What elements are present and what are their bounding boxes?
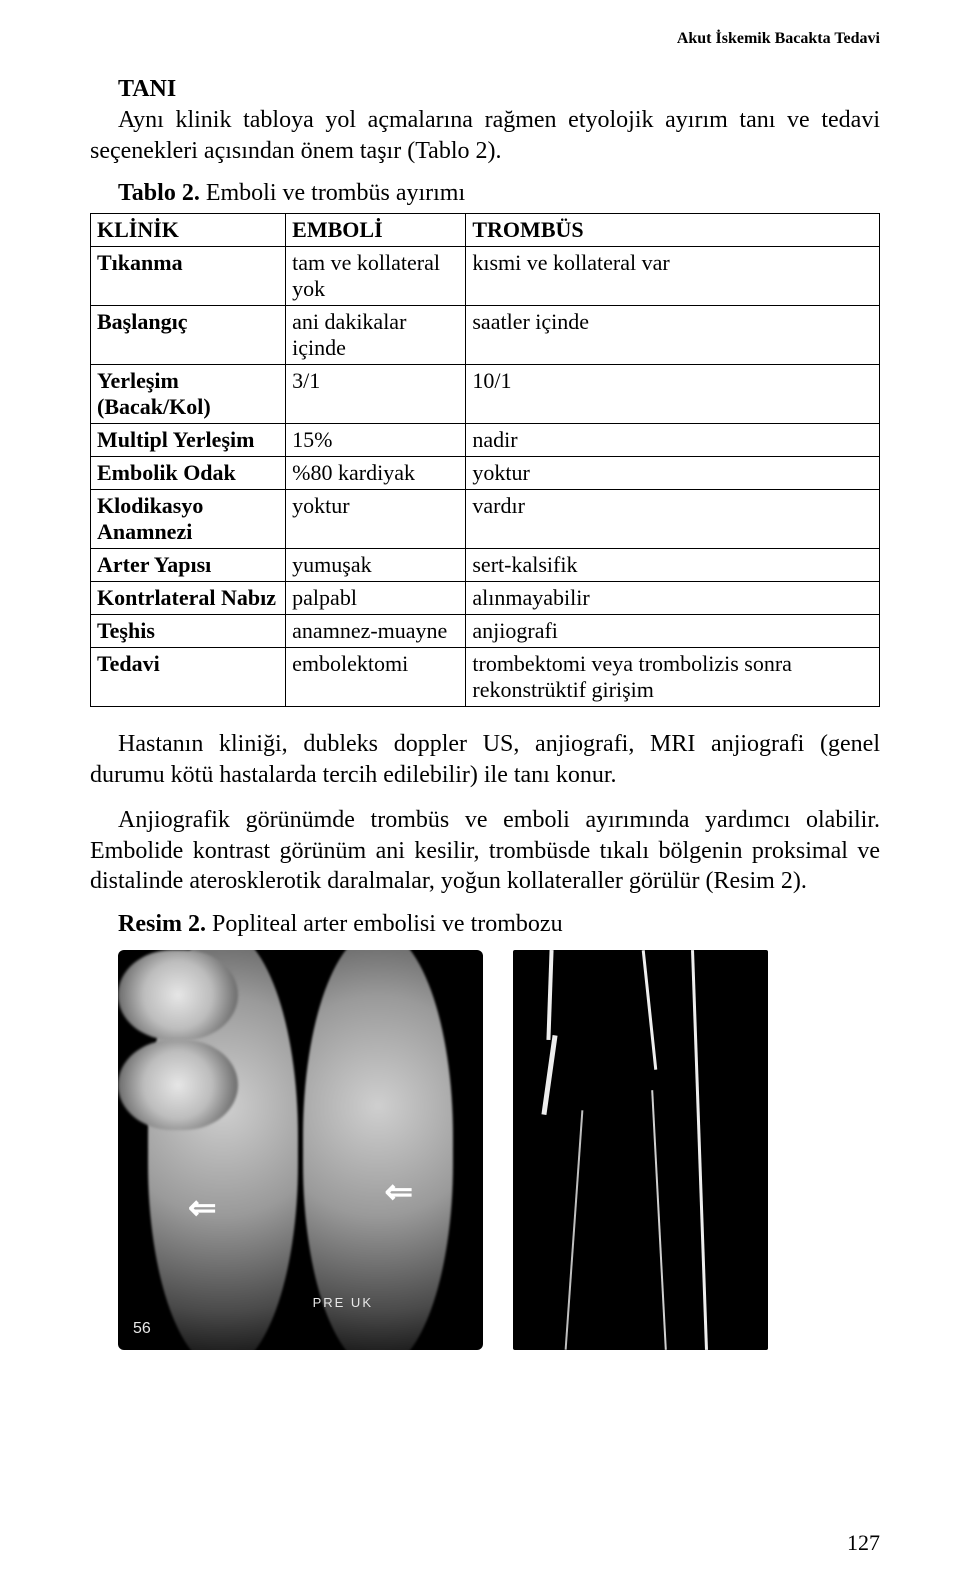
table-row: Embolik Odak %80 kardiyak yoktur [91,457,880,490]
intro-text: Aynı klinik tabloya yol açmalarına rağme… [90,107,880,164]
cell: anamnez-muayne [286,615,466,648]
cell: Tıkanma [91,247,286,306]
vessel-shape-icon [565,1110,584,1350]
cell: Klodikasyo Anamnezi [91,490,286,549]
th-emboli: EMBOLİ [286,214,466,247]
cell: ani dakikalar içinde [286,306,466,365]
cell: %80 kardiyak [286,457,466,490]
knee-shape-icon [118,1040,238,1130]
body-paragraph-1: Hastanın kliniği, dubleks doppler US, an… [90,729,880,790]
intro-paragraph: Aynı klinik tabloya yol açmalarına rağme… [90,105,880,166]
table-row: Arter Yapısı yumuşak sert-kalsifik [91,549,880,582]
cell: yumuşak [286,549,466,582]
cell: 10/1 [466,365,880,424]
table-caption-text: Emboli ve trombüs ayırımı [206,180,465,206]
table-row: Tedavi embolektomi trombektomi veya trom… [91,648,880,707]
figure-row: ⇐ ⇐ PRE UK 56 [118,950,880,1350]
vessel-shape-icon [642,950,658,1070]
th-trombus: TROMBÜS [466,214,880,247]
cell: nadir [466,424,880,457]
cell: tam ve kollateral yok [286,247,466,306]
cell: Tedavi [91,648,286,707]
table-header-row: KLİNİK EMBOLİ TROMBÜS [91,214,880,247]
table-row: Başlangıç ani dakikalar içinde saatler i… [91,306,880,365]
cell: Embolik Odak [91,457,286,490]
page: Akut İskemik Bacakta Tedavi TANI Aynı kl… [0,0,960,1574]
figure-caption-text: Popliteal arter embolisi ve trombozu [212,911,563,937]
vessel-shape-icon [541,1035,557,1115]
table-row: Kontrlateral Nabız palpabl alınmayabilir [91,582,880,615]
body-paragraph-2: Anjiografik görünümde trombüs ve emboli … [90,805,880,897]
emboli-trombus-table: KLİNİK EMBOLİ TROMBÜS Tıkanma tam ve kol… [90,213,880,707]
cell: anjiografi [466,615,880,648]
bone-shape-icon [303,950,453,1350]
running-head: Akut İskemik Bacakta Tedavi [90,30,880,48]
table-row: Teşhis anamnez-muayne anjiografi [91,615,880,648]
table-row: Tıkanma tam ve kollateral yok kısmi ve k… [91,247,880,306]
cell: saatler içinde [466,306,880,365]
cell: 15% [286,424,466,457]
cell: trombektomi veya trombolizis sonra rekon… [466,648,880,707]
figure-caption: Resim 2. Popliteal arter embolisi ve tro… [118,911,880,938]
cell: Teşhis [91,615,286,648]
cell: Kontrlateral Nabız [91,582,286,615]
vessel-shape-icon [691,950,708,1350]
cell: 3/1 [286,365,466,424]
page-number: 127 [847,1530,880,1556]
cell: kısmi ve kollateral var [466,247,880,306]
cell: sert-kalsifik [466,549,880,582]
xray-overlay-label: PRE UK [313,1295,373,1310]
angiogram-image [513,950,768,1350]
table-row: Klodikasyo Anamnezi yoktur vardır [91,490,880,549]
cell: alınmayabilir [466,582,880,615]
vessel-shape-icon [546,950,553,1040]
section-heading-tani: TANI [118,76,880,103]
knee-shape-icon [118,950,238,1040]
arrow-left-icon: ⇐ [385,1172,414,1212]
table-caption: Tablo 2. Emboli ve trombüs ayırımı [118,180,880,207]
cell: Multipl Yerleşim [91,424,286,457]
cell: embolektomi [286,648,466,707]
cell: yoktur [286,490,466,549]
xray-image: ⇐ ⇐ PRE UK 56 [118,950,483,1350]
cell: Başlangıç [91,306,286,365]
cell: vardır [466,490,880,549]
cell: palpabl [286,582,466,615]
cell: Arter Yapısı [91,549,286,582]
cell: yoktur [466,457,880,490]
table-row: Multipl Yerleşim 15% nadir [91,424,880,457]
table-caption-label: Tablo 2. [118,180,200,206]
xray-overlay-number: 56 [133,1320,151,1338]
table-row: Yerleşim (Bacak/Kol) 3/1 10/1 [91,365,880,424]
figure-caption-label: Resim 2. [118,911,206,937]
vessel-shape-icon [651,1090,667,1350]
th-klinik: KLİNİK [91,214,286,247]
arrow-left-icon: ⇐ [188,1188,217,1228]
cell: Yerleşim (Bacak/Kol) [91,365,286,424]
